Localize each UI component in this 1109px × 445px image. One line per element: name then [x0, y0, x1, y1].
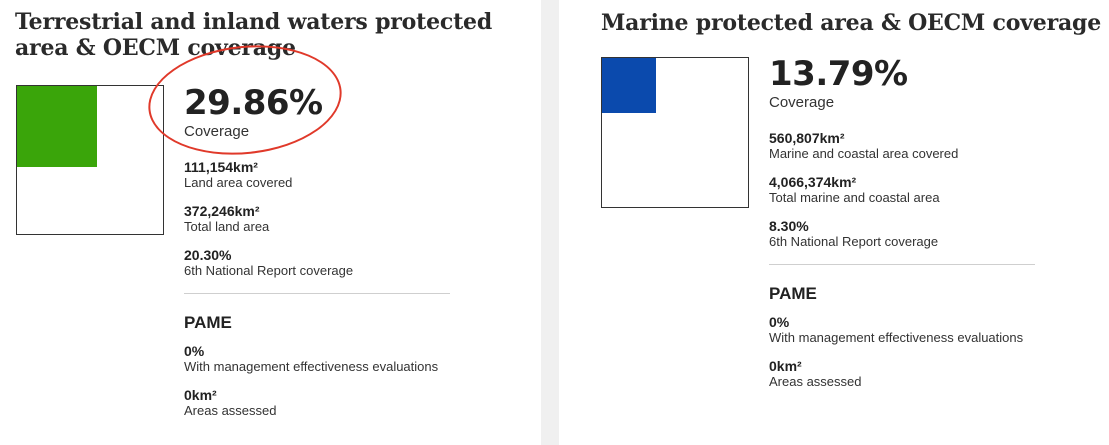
stat-label: Areas assessed — [769, 374, 862, 389]
stat-value: 4,066,374km² — [769, 174, 857, 190]
terrestrial-coverage-panel: Terrestrial and inland waters protected … — [0, 0, 541, 445]
marine-coverage-panel: Marine protected area & OECM coverage 13… — [559, 0, 1109, 445]
section-divider — [769, 264, 1035, 265]
terrestrial-coverage-square — [16, 85, 164, 235]
marine-panel-title: Marine protected area & OECM coverage — [601, 10, 1102, 36]
stat-label: Marine and coastal area covered — [769, 146, 959, 161]
pame-heading: PAME — [769, 284, 817, 303]
pame-heading: PAME — [184, 313, 232, 332]
stat-value: 0km² — [184, 387, 217, 403]
stat-label: With management effectiveness evaluation… — [769, 330, 1024, 345]
pame-areas-assessed-stat: 0km² Areas assessed — [184, 387, 454, 419]
stat-label: Land area covered — [184, 175, 293, 190]
stat-value: 0% — [769, 314, 790, 330]
terrestrial-coverage-percent: 29.86% — [184, 83, 323, 123]
terrestrial-coverage-fill — [17, 86, 97, 167]
national-report-coverage-stat: 20.30% 6th National Report coverage — [184, 247, 454, 279]
pame-evaluations-stat: 0% With management effectiveness evaluat… — [184, 343, 454, 375]
stat-value: 0% — [184, 343, 205, 359]
marine-coverage-percent: 13.79% — [769, 54, 908, 94]
stat-value: 20.30% — [184, 247, 232, 263]
section-divider — [184, 293, 450, 294]
stat-label: 6th National Report coverage — [769, 234, 939, 249]
terrestrial-stats: 29.86% Coverage 111,154km² Land area cov… — [184, 84, 454, 419]
total-marine-area-stat: 4,066,374km² Total marine and coastal ar… — [769, 174, 1039, 206]
total-land-area-stat: 372,246km² Total land area — [184, 203, 454, 235]
stat-label: Total land area — [184, 219, 270, 234]
stat-value: 0km² — [769, 358, 802, 374]
pame-areas-assessed-stat: 0km² Areas assessed — [769, 358, 1039, 390]
stat-label: Areas assessed — [184, 403, 277, 418]
marine-area-covered-stat: 560,807km² Marine and coastal area cover… — [769, 130, 1039, 162]
stat-label: Total marine and coastal area — [769, 190, 940, 205]
stat-value: 372,246km² — [184, 203, 260, 219]
land-area-covered-stat: 111,154km² Land area covered — [184, 159, 454, 191]
stat-label: With management effectiveness evaluation… — [184, 359, 439, 374]
marine-coverage-label: Coverage — [769, 94, 835, 111]
panel-gutter — [541, 0, 559, 445]
stat-value: 560,807km² — [769, 130, 845, 146]
stat-value: 8.30% — [769, 218, 809, 234]
national-report-coverage-stat: 8.30% 6th National Report coverage — [769, 218, 1039, 250]
pame-evaluations-stat: 0% With management effectiveness evaluat… — [769, 314, 1039, 346]
terrestrial-panel-title: Terrestrial and inland waters protected … — [15, 9, 493, 61]
stat-label: 6th National Report coverage — [184, 263, 354, 278]
stat-value: 111,154km² — [184, 159, 258, 175]
marine-stats: 13.79% Coverage 560,807km² Marine and co… — [769, 55, 1039, 390]
terrestrial-coverage-label: Coverage — [184, 123, 250, 140]
marine-coverage-fill — [602, 58, 656, 113]
marine-coverage-square — [601, 57, 749, 208]
